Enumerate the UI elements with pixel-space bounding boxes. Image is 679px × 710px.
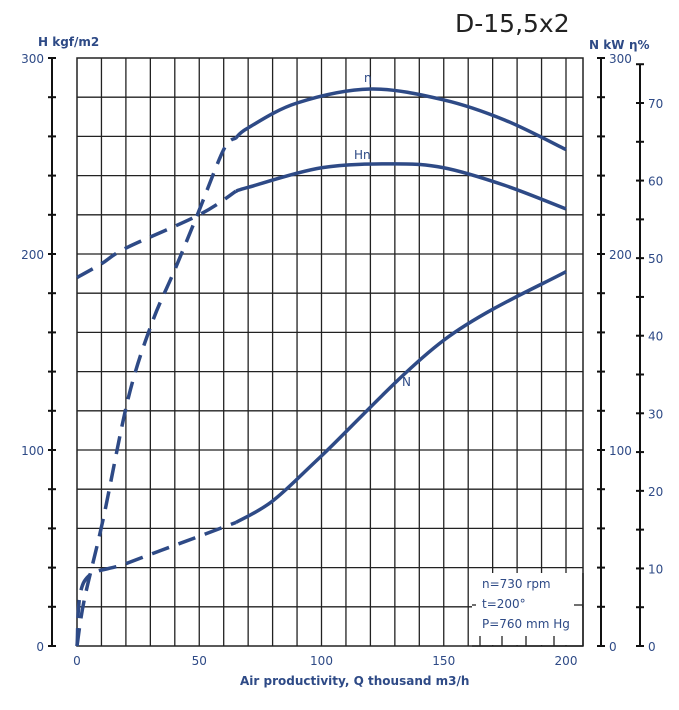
series-n-dashed [75,520,237,647]
eta-tick-label: 60 [648,175,663,189]
info-box: n=730 rpm t=200° P=760 mm Hg [472,573,584,647]
plot-border [76,57,584,647]
left-tick-label: 300 [21,52,44,66]
series-eta-line [234,87,567,152]
series-n-line [235,270,567,525]
left-axis-label: H kgf/m2 [38,35,99,49]
chart-title: D-15,5x2 [455,9,570,38]
annotation-temp: t=200° [482,597,526,611]
eta-tick-label: 10 [648,562,663,576]
left-tick-label: 100 [21,444,44,458]
eta-tick-label: 0 [648,640,656,654]
series-label: N [402,375,411,389]
eta-tick-label: 50 [648,252,663,266]
n-axis-label: N kW [589,38,624,52]
x-tick-label: 0 [73,654,81,668]
eta-tick-label: 70 [648,97,663,111]
eta-axis-label: η% [629,38,650,52]
x-tick-label: 100 [310,654,333,668]
series-hn-dashed [76,189,237,280]
annotation-rpm: n=730 rpm [482,577,551,591]
n-tick-label: 0 [609,640,617,654]
left-tick-label: 200 [21,248,44,262]
x-axis-label: Air productivity, Q thousand m3/h [240,674,469,688]
x-tick-label: 150 [432,654,455,668]
series-label: η [364,71,372,85]
eta-tick-label: 30 [648,407,663,421]
series-label: Hn [354,148,371,162]
n-tick-label: 100 [609,444,632,458]
grid [76,57,584,647]
eta-tick-label: 40 [648,330,663,344]
n-tick-label: 300 [609,52,632,66]
x-tick-label: 200 [555,654,578,668]
series-hn-line [235,162,567,211]
x-tick-label: 50 [192,654,207,668]
annotation-pressure: P=760 mm Hg [482,617,570,631]
curves: Hn η N [75,71,567,647]
left-tick-label: 0 [36,640,44,654]
eta-tick-label: 20 [648,485,663,499]
axes: 0 50 100 150 200 0 100 200 300 0 100 200 300 0 10 20 30 4… [21,52,663,668]
n-tick-label: 200 [609,248,632,262]
series-eta-dashed [75,136,238,647]
info-box-bg [472,573,582,645]
